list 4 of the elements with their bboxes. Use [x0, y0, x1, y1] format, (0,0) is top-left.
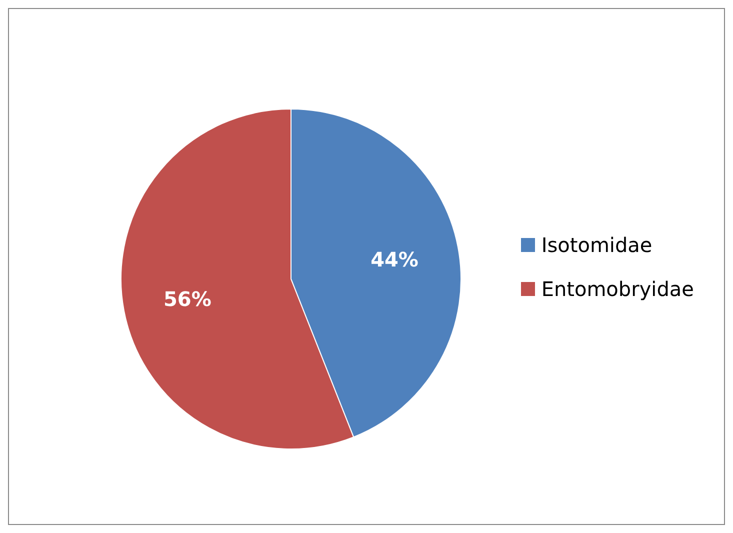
data-label: 44% [370, 247, 418, 272]
data-label: 56% [164, 286, 212, 311]
legend-label: Isotomidae [541, 232, 652, 256]
legend-label: Entomobryidae [541, 276, 694, 300]
